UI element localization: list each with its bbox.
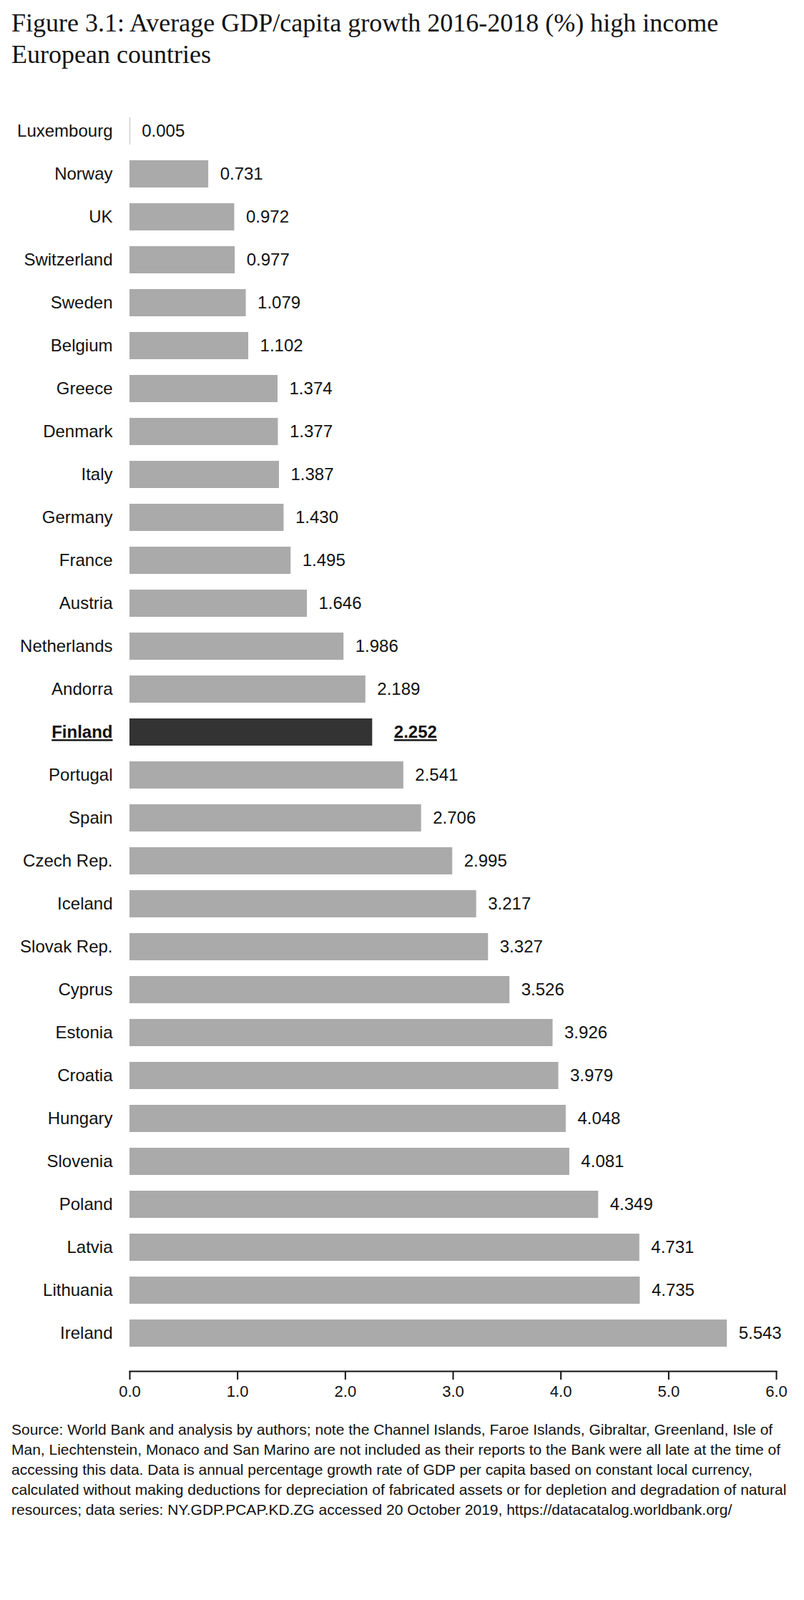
svg-text:2.252: 2.252 bbox=[394, 721, 438, 742]
svg-text:2.995: 2.995 bbox=[464, 850, 508, 870]
svg-text:Ireland: Ireland bbox=[60, 1322, 113, 1342]
svg-text:Estonia: Estonia bbox=[55, 1022, 114, 1042]
svg-text:Austria: Austria bbox=[59, 592, 114, 613]
svg-text:4.349: 4.349 bbox=[610, 1193, 654, 1214]
svg-text:3.526: 3.526 bbox=[521, 979, 565, 999]
svg-text:0.977: 0.977 bbox=[246, 249, 290, 269]
svg-text:UK: UK bbox=[88, 206, 113, 227]
svg-text:Slovak Rep.: Slovak Rep. bbox=[20, 936, 113, 956]
svg-text:0.005: 0.005 bbox=[141, 120, 185, 141]
svg-text:1.430: 1.430 bbox=[295, 507, 339, 527]
svg-text:2.541: 2.541 bbox=[414, 764, 458, 784]
svg-text:France: France bbox=[59, 550, 114, 570]
svg-text:Andorra: Andorra bbox=[51, 678, 114, 699]
svg-text:Croatia: Croatia bbox=[57, 1065, 114, 1085]
svg-text:Sweden: Sweden bbox=[50, 292, 114, 312]
svg-text:Latvia: Latvia bbox=[66, 1236, 114, 1257]
svg-text:4.735: 4.735 bbox=[651, 1279, 695, 1299]
svg-text:Germany: Germany bbox=[42, 507, 114, 527]
svg-text:4.0: 4.0 bbox=[550, 1381, 573, 1400]
svg-text:Denmark: Denmark bbox=[42, 421, 114, 441]
svg-text:1.079: 1.079 bbox=[257, 292, 301, 312]
svg-text:2.189: 2.189 bbox=[376, 678, 420, 699]
svg-text:5.543: 5.543 bbox=[738, 1322, 782, 1342]
svg-text:6.0: 6.0 bbox=[765, 1381, 788, 1400]
svg-text:Netherlands: Netherlands bbox=[20, 635, 113, 656]
svg-text:Spain: Spain bbox=[68, 807, 113, 827]
svg-text:4.081: 4.081 bbox=[580, 1150, 624, 1171]
svg-text:Iceland: Iceland bbox=[57, 893, 113, 913]
svg-text:5.0: 5.0 bbox=[658, 1381, 681, 1400]
svg-text:1.387: 1.387 bbox=[290, 464, 334, 484]
svg-text:Hungary: Hungary bbox=[47, 1108, 114, 1128]
svg-text:Luxembourg: Luxembourg bbox=[17, 120, 113, 141]
svg-text:1.102: 1.102 bbox=[260, 335, 304, 355]
svg-text:2.706: 2.706 bbox=[432, 807, 476, 827]
svg-text:1.377: 1.377 bbox=[289, 421, 333, 441]
svg-text:Belgium: Belgium bbox=[50, 335, 114, 355]
svg-text:3.0: 3.0 bbox=[442, 1381, 465, 1400]
html-text:Figure 3.1: Average GDP/capita: Figure 3.1: Average GDP/capita growth 20… bbox=[11, 8, 719, 69]
svg-text:3.979: 3.979 bbox=[570, 1065, 614, 1085]
html-text:Source: World Bank and analysi: Source: World Bank and analysis by autho… bbox=[11, 1420, 787, 1518]
svg-text:Greece: Greece bbox=[56, 378, 114, 398]
svg-text:Finland: Finland bbox=[51, 721, 113, 742]
svg-text:3.217: 3.217 bbox=[487, 893, 531, 913]
svg-text:Norway: Norway bbox=[54, 163, 113, 184]
svg-text:1.0: 1.0 bbox=[226, 1381, 249, 1400]
svg-text:4.048: 4.048 bbox=[577, 1108, 621, 1128]
svg-text:0.731: 0.731 bbox=[220, 163, 264, 184]
svg-text:Portugal: Portugal bbox=[48, 764, 113, 784]
svg-text:Cyprus: Cyprus bbox=[57, 979, 113, 999]
svg-text:1.646: 1.646 bbox=[318, 592, 362, 613]
svg-text:2.0: 2.0 bbox=[334, 1381, 357, 1400]
svg-text:3.926: 3.926 bbox=[564, 1022, 608, 1042]
svg-text:1.374: 1.374 bbox=[289, 378, 333, 398]
svg-text:0.0: 0.0 bbox=[118, 1381, 141, 1400]
svg-text:4.731: 4.731 bbox=[650, 1236, 694, 1257]
svg-text:Italy: Italy bbox=[80, 464, 113, 484]
svg-text:Lithuania: Lithuania bbox=[42, 1279, 114, 1299]
svg-text:Poland: Poland bbox=[59, 1193, 114, 1214]
svg-text:Switzerland: Switzerland bbox=[23, 249, 113, 269]
svg-text:Czech Rep.: Czech Rep. bbox=[22, 850, 113, 870]
svg-text:0.972: 0.972 bbox=[246, 206, 289, 227]
svg-text:Slovenia: Slovenia bbox=[46, 1150, 114, 1171]
svg-text:1.495: 1.495 bbox=[302, 550, 346, 570]
svg-text:1.986: 1.986 bbox=[355, 635, 399, 656]
svg-text:3.327: 3.327 bbox=[499, 936, 543, 956]
